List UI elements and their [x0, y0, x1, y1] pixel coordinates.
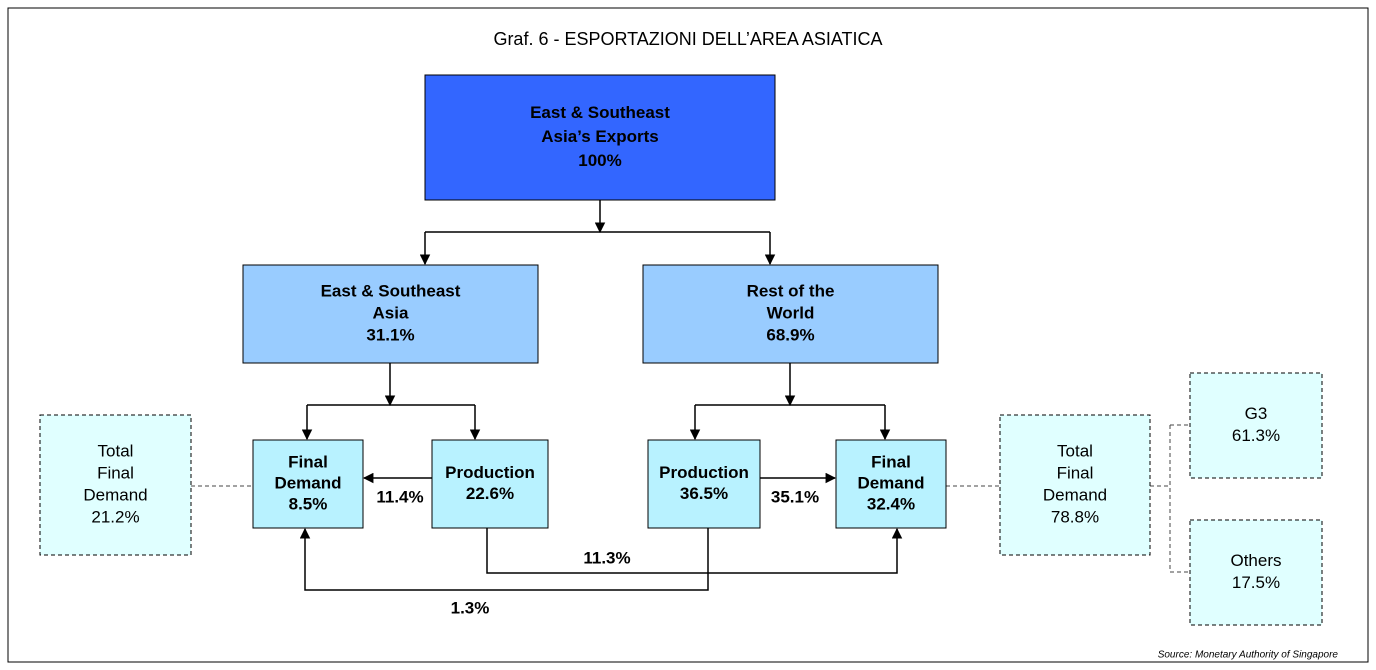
node-box: [647, 439, 761, 529]
node-label: Final: [288, 452, 328, 471]
node-label: 31.1%: [366, 325, 414, 344]
node: Final Demand 8.5%: [252, 439, 364, 529]
node-label: 8.5%: [289, 494, 328, 513]
node-box: [252, 439, 364, 529]
source: Source: Monetary Authority of Singapore: [1158, 650, 1339, 661]
node-label: Others: [1230, 551, 1281, 570]
node-label: Total: [98, 441, 134, 460]
edge-label: 1.3%: [451, 598, 490, 617]
node-label: Demand: [274, 473, 341, 492]
node-label: East & Southeast: [321, 281, 461, 300]
edge-label: 11.3%: [583, 548, 630, 567]
node-label: 100%: [578, 151, 621, 170]
node-label: Production: [445, 463, 535, 482]
node-label: 32.4%: [867, 494, 915, 513]
node-label: Total: [1057, 441, 1093, 460]
node-label: Demand: [857, 473, 924, 492]
node-label: World: [767, 303, 815, 322]
title: Graf. 6 - ESPORTAZIONI DELL’AREA ASIATIC…: [493, 29, 882, 49]
node: East & Southeast Asia 31.1%: [242, 264, 539, 364]
node: Total Final Demand 78.8%: [999, 414, 1151, 556]
node-label: East & Southeast: [530, 103, 670, 122]
node-label: Final: [97, 463, 134, 482]
node-label: 36.5%: [680, 484, 728, 503]
node: Rest of the World 68.9%: [642, 264, 939, 364]
node-label: Final: [871, 452, 911, 471]
node: Total Final Demand 21.2%: [39, 414, 192, 556]
node-label: Production: [659, 463, 749, 482]
node-label: 21.2%: [91, 507, 139, 526]
node: Production 36.5%: [647, 439, 761, 529]
connectors: [191, 200, 1190, 591]
node: G3 61.3%: [1189, 372, 1323, 479]
node-label: 61.3%: [1232, 426, 1280, 445]
node-label: Rest of the: [747, 281, 835, 300]
node: Production 22.6%: [431, 439, 549, 529]
node-box: [242, 264, 539, 364]
node-box: [642, 264, 939, 364]
node-box: [424, 74, 776, 201]
node: Final Demand 32.4%: [835, 439, 947, 529]
node-label: 17.5%: [1232, 573, 1280, 592]
node-label: Final: [1057, 463, 1094, 482]
node-box: [431, 439, 549, 529]
edge-label: 11.4%: [376, 487, 423, 506]
node-box: [1189, 372, 1323, 479]
node: East & Southeast Asia’s Exports 100%: [424, 74, 776, 201]
node-label: 22.6%: [466, 484, 514, 503]
node-label: Asia’s Exports: [541, 127, 658, 146]
node-label: Demand: [83, 485, 147, 504]
node-label: Asia: [373, 303, 409, 322]
node-label: G3: [1245, 404, 1268, 423]
edge-label: 35.1%: [771, 487, 819, 506]
node-box: [1189, 519, 1323, 626]
node-box: [39, 414, 192, 556]
node-label: 68.9%: [766, 325, 814, 344]
node: Others 17.5%: [1189, 519, 1323, 626]
node-label: 78.8%: [1051, 507, 1099, 526]
node-box: [999, 414, 1151, 556]
node-label: Demand: [1043, 485, 1107, 504]
node-box: [835, 439, 947, 529]
